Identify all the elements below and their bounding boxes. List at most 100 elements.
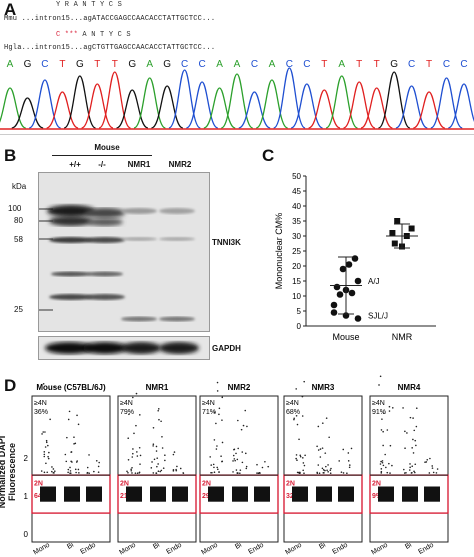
d-dot bbox=[160, 469, 163, 472]
d-cluster-3-1 bbox=[316, 486, 332, 502]
d-dot bbox=[77, 423, 80, 426]
d-upper-label-1: ≥4N bbox=[120, 400, 133, 407]
d-dot bbox=[235, 452, 237, 455]
trace-base-3: T bbox=[59, 59, 65, 70]
d-dot bbox=[42, 382, 45, 385]
d-dot bbox=[64, 453, 67, 456]
d-dot bbox=[404, 430, 406, 433]
d-dot bbox=[414, 439, 417, 442]
trace-peak-16 bbox=[273, 67, 306, 129]
d-dot bbox=[133, 432, 135, 435]
d-xlabel-3-2: Endo bbox=[331, 542, 349, 556]
d-dot bbox=[128, 413, 130, 416]
trace-base-16: C bbox=[286, 59, 293, 70]
d-dot bbox=[134, 472, 137, 474]
d-dot bbox=[130, 468, 132, 471]
d-dot bbox=[232, 454, 235, 457]
d-cluster-4-2 bbox=[424, 486, 440, 502]
d-dot bbox=[293, 417, 295, 420]
d-dot bbox=[389, 444, 392, 447]
d-dot bbox=[216, 390, 219, 392]
d-dot bbox=[161, 447, 164, 449]
d-dot bbox=[411, 472, 413, 474]
d-upper-pct-2: 71% bbox=[202, 409, 216, 416]
d-dot bbox=[131, 472, 133, 474]
d-dot bbox=[425, 461, 428, 463]
d-dot bbox=[323, 472, 325, 474]
d-dot bbox=[302, 469, 304, 472]
d-dot bbox=[426, 458, 429, 461]
d-dot bbox=[348, 464, 351, 466]
d-dot bbox=[98, 461, 100, 464]
c-xlabel-0: Mouse bbox=[332, 332, 359, 342]
d-dot bbox=[414, 463, 417, 466]
d-dot bbox=[408, 469, 411, 471]
d-dot bbox=[295, 454, 298, 456]
d-dot bbox=[293, 418, 295, 421]
c-point-mouse bbox=[330, 309, 338, 316]
trace-peak-14 bbox=[238, 91, 271, 129]
d-xlabel-4-0: Mono bbox=[370, 542, 389, 557]
d-dot bbox=[164, 459, 166, 462]
d-dot bbox=[53, 470, 56, 472]
d-dot bbox=[40, 470, 43, 472]
d-dot bbox=[424, 461, 426, 464]
trace-peak-20 bbox=[343, 81, 376, 129]
c-point-nmr bbox=[389, 230, 396, 236]
d-dot bbox=[43, 471, 46, 474]
d-dot bbox=[44, 446, 47, 448]
d-dot bbox=[319, 448, 322, 450]
trace-peak-13 bbox=[220, 73, 254, 129]
d-dot bbox=[150, 467, 153, 469]
d-dot bbox=[88, 472, 90, 474]
trace-base-23: C bbox=[408, 59, 415, 70]
c-ytick-label: 0 bbox=[297, 322, 302, 331]
d-dot bbox=[152, 472, 155, 474]
d-dot bbox=[382, 444, 384, 447]
d-cluster-0-1 bbox=[64, 486, 80, 502]
c-point-mouse bbox=[330, 301, 338, 309]
d-dot bbox=[413, 470, 415, 473]
gapdh-blot-bands bbox=[45, 342, 199, 354]
c-ytick-label: 45 bbox=[292, 187, 301, 196]
d-upper-pct-3: 68% bbox=[286, 409, 300, 416]
d-dot bbox=[139, 414, 141, 416]
d-dot bbox=[403, 472, 406, 474]
d-dot bbox=[233, 448, 235, 451]
d-dot bbox=[391, 464, 393, 467]
d-dot bbox=[240, 428, 243, 431]
d-dot bbox=[138, 446, 141, 449]
d-dot bbox=[431, 467, 434, 469]
d-dot bbox=[65, 460, 68, 463]
d-dot bbox=[388, 410, 391, 412]
d-dot bbox=[296, 423, 299, 426]
c-ytick-label: 35 bbox=[292, 217, 301, 226]
d-xlabel-1-1: Bi bbox=[152, 541, 161, 550]
d-dot bbox=[44, 431, 46, 433]
trace-base-25: C bbox=[443, 59, 450, 70]
d-dot bbox=[317, 425, 320, 428]
d-xlabel-2-1: Bi bbox=[234, 541, 243, 550]
d-dot bbox=[209, 456, 212, 458]
trace-base-22: G bbox=[390, 59, 398, 70]
d-lower-label-3: 2N bbox=[286, 480, 295, 487]
d-dot bbox=[172, 469, 175, 471]
d-dot bbox=[45, 439, 48, 442]
d-frame-4 bbox=[369, 395, 449, 543]
trace-peak-9 bbox=[151, 85, 184, 129]
c-point-mouse bbox=[351, 255, 359, 262]
d-dot bbox=[69, 472, 71, 474]
d-dot bbox=[328, 436, 330, 439]
c-ytick-label: 25 bbox=[292, 247, 301, 256]
d-lower-label-4: 2N bbox=[372, 480, 381, 487]
d-dot bbox=[136, 451, 138, 453]
c-ytick-label: 30 bbox=[292, 232, 301, 241]
d-dot bbox=[241, 461, 244, 464]
d-dot bbox=[127, 471, 129, 474]
d-xlabel-0-2: Endo bbox=[79, 542, 97, 556]
d-dot bbox=[232, 460, 234, 462]
d-cluster-3-0 bbox=[292, 486, 308, 502]
d-dot bbox=[152, 443, 155, 446]
d-dot bbox=[380, 470, 383, 473]
